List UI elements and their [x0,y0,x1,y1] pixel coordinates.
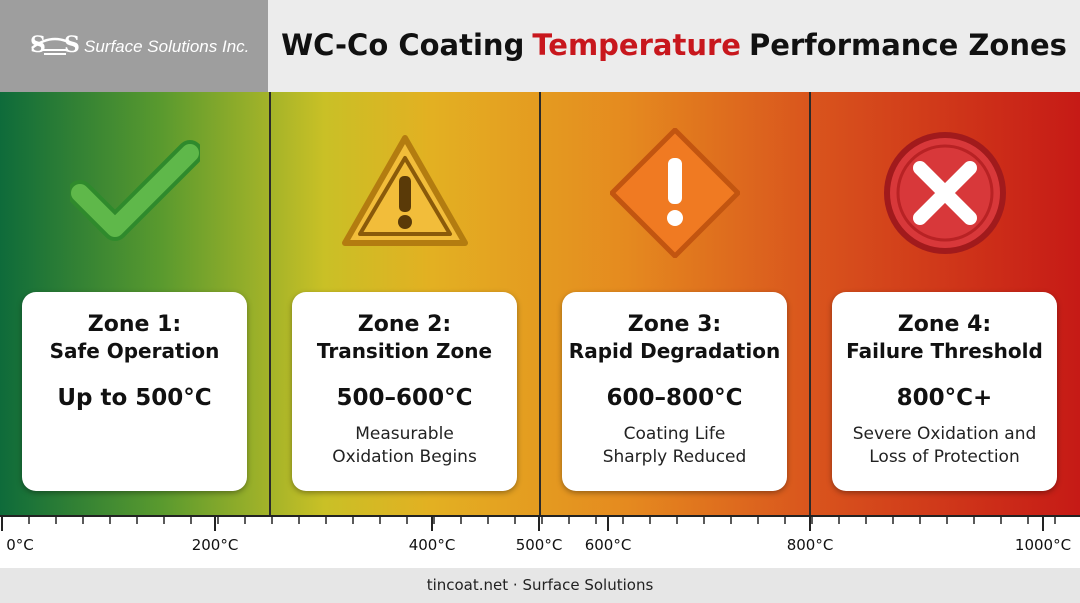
zone-label: Zone 4: [897,312,992,337]
zone-range: 600–800°C [606,385,743,411]
title-highlight: Temperature [532,28,741,62]
check-icon [70,140,200,241]
zone-description: Severe Oxidation and Loss of Protection [832,423,1057,469]
scale [0,515,1080,531]
header: S S Surface Solutions Inc. WC-Co Coating… [0,0,1080,92]
zone-range: 500–600°C [336,385,473,411]
zone-range: 800°C+ [896,385,993,411]
logo-icon [31,37,79,55]
scale-label: 800°C [786,536,834,554]
zone-card: Zone 4: Failure Threshold 800°C+ Severe Oxi… [832,292,1057,491]
scale-label: 500°C [515,536,563,554]
zone-divider [809,92,811,515]
logo-name: Surface Solutions Inc. [84,37,250,56]
zone-card: Zone 2: Transition Zone 500–600°C Measurabl… [292,292,517,491]
scale-label: 1000°C [1014,536,1072,554]
zone-divider [269,92,271,515]
logo-letter: S [64,32,80,58]
description-line: Measurable [355,424,454,444]
x-icon [884,132,1006,254]
description-line: Coating Life [623,424,726,444]
diamond-icon [610,128,740,258]
logo-letter: S [30,32,46,58]
scale-label: 200°C [191,536,239,554]
scale-label: 400°C [408,536,456,554]
scale-label: 0°C [6,536,34,554]
zone-name: Transition Zone [316,339,493,363]
zone-name: Failure Threshold [846,339,1043,363]
warning-icon [342,135,468,246]
zone-card: Zone 3: Rapid Degradation 600–800°C Coating… [562,292,787,491]
description-line: Severe Oxidation and [852,424,1037,444]
zone-description: Measurable Oxidation Begins [292,423,517,469]
zone-label: Zone 2: [357,312,452,337]
title-part: WC-Co Coating [281,28,525,62]
zone-divider [539,92,541,515]
zone-name: Rapid Degradation [568,339,781,363]
title-part: Performance Zones [748,28,1067,62]
zone-range: Up to 500°C [57,385,212,411]
logo: S S Surface Solutions Inc. [0,0,268,92]
description-line: Loss of Protection [869,447,1020,467]
zone-label: Zone 1: [87,312,182,337]
zone-description: Coating Life Sharply Reduced [562,423,787,469]
zone-card: Zone 1: Safe Operation Up to 500°C [22,292,247,491]
description-line: Sharply Reduced [602,447,747,467]
description-line: Oxidation Begins [332,447,477,467]
footer: tincoat.net · Surface Solutions [0,568,1080,603]
zone-name: Safe Operation [49,339,220,363]
zone-label: Zone 3: [627,312,722,337]
title: WC-Co Coating Temperature Performance Zone… [268,28,1080,62]
scale-label: 600°C [584,536,632,554]
